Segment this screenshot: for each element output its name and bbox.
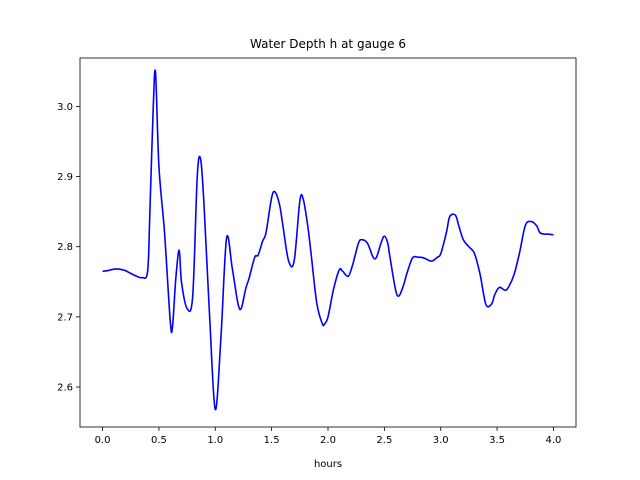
- x-tick-label: 2.5: [376, 435, 392, 446]
- y-tick-label: 2.9: [57, 172, 73, 183]
- y-tick-label: 2.8: [57, 242, 73, 253]
- y-axis: 2.6 2.7 2.8 2.9 3.0: [57, 102, 80, 394]
- series-line-0: [102, 69, 554, 411]
- x-axis: 0.0 0.5 1.0 1.5 2.0 2.5 3.0 3.5 4.0: [95, 427, 562, 446]
- x-tick-label: 1.5: [264, 435, 280, 446]
- x-tick-label: 3.5: [489, 435, 505, 446]
- y-tick-label: 3.0: [57, 102, 73, 113]
- x-tick-label: 2.0: [320, 435, 336, 446]
- x-tick-label: 4.0: [546, 435, 562, 446]
- x-tick-label: 0.5: [151, 435, 167, 446]
- y-tick-label: 2.6: [57, 383, 73, 394]
- chart-title: Water Depth h at gauge 6: [250, 37, 406, 51]
- x-tick-label: 3.0: [433, 435, 449, 446]
- x-tick-label: 0.0: [95, 435, 111, 446]
- plot-area: [102, 69, 554, 411]
- x-tick-label: 1.0: [207, 435, 223, 446]
- y-tick-label: 2.7: [57, 312, 73, 323]
- x-axis-label: hours: [314, 459, 342, 470]
